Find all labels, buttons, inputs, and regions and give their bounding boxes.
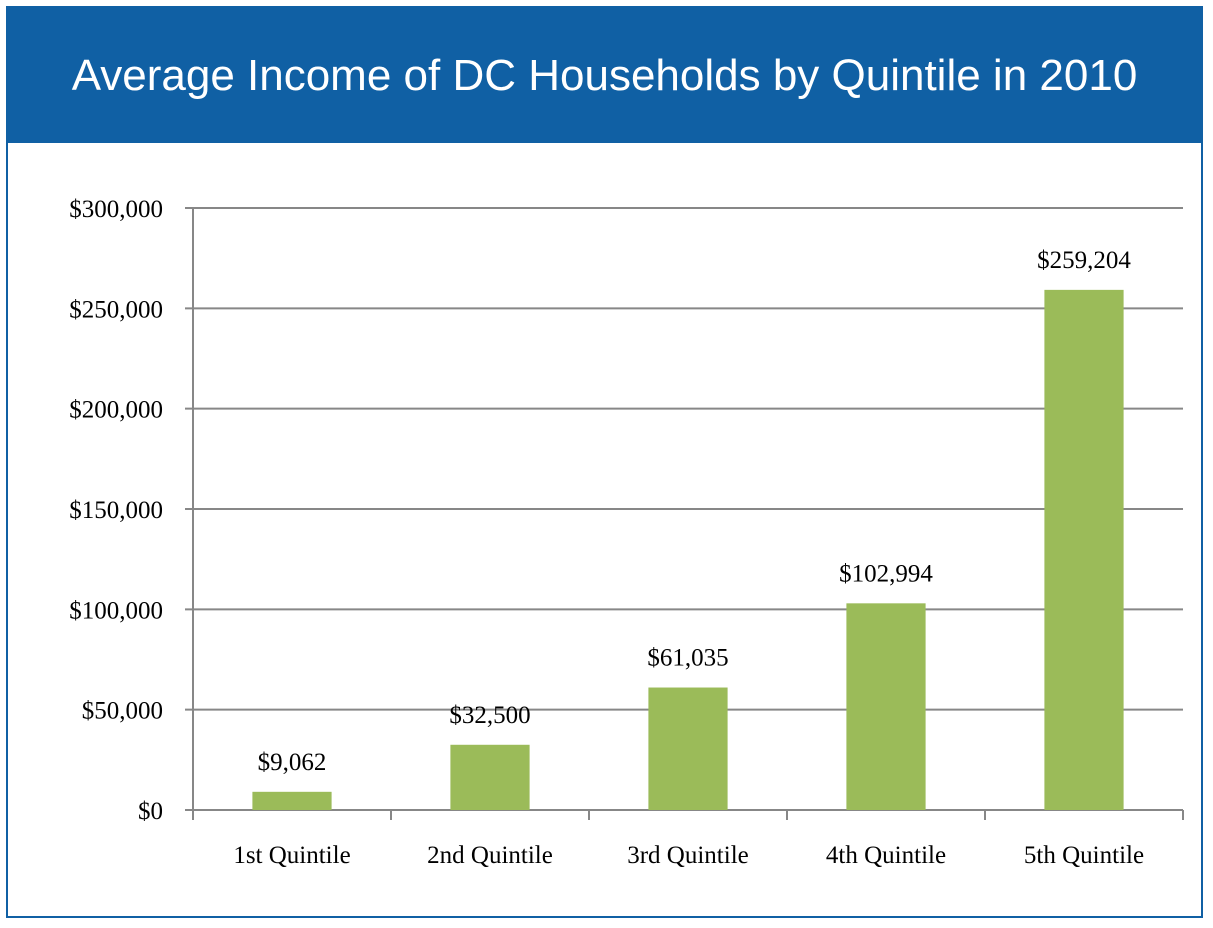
bar: [648, 687, 728, 810]
y-tick-label: $150,000: [69, 497, 163, 524]
data-label: $61,035: [647, 645, 728, 672]
y-tick-label: $300,000: [69, 196, 163, 223]
y-tick-label: $200,000: [69, 397, 163, 424]
chart-title: Average Income of DC Households by Quint…: [8, 8, 1201, 143]
y-tick-label: $50,000: [82, 698, 163, 725]
x-tick-label: 5th Quintile: [1024, 842, 1144, 869]
x-tick-label: 2nd Quintile: [427, 842, 553, 869]
x-tick-label: 3rd Quintile: [627, 842, 749, 869]
y-tick-label: $250,000: [69, 296, 163, 323]
x-tick-label: 1st Quintile: [233, 842, 350, 869]
bar: [1044, 289, 1124, 810]
y-tick-label: $0: [138, 798, 163, 825]
y-tick-label: $100,000: [69, 597, 163, 624]
data-label: $259,204: [1037, 247, 1131, 274]
chart-frame: Average Income of DC Households by Quint…: [6, 6, 1203, 918]
bar: [846, 603, 926, 810]
data-label: $32,500: [449, 702, 530, 729]
data-label: $102,994: [839, 560, 933, 587]
data-label: $9,062: [258, 749, 327, 776]
bar: [450, 744, 530, 810]
x-tick-label: 4th Quintile: [826, 842, 946, 869]
bar: [252, 791, 332, 810]
